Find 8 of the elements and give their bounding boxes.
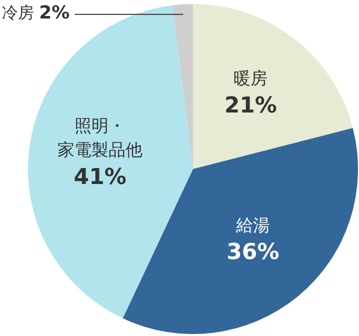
- data-label: 2%: [39, 2, 70, 24]
- data-label: 41%: [74, 165, 126, 190]
- data-label: 36%: [226, 240, 280, 266]
- data-label: 21%: [224, 93, 277, 118]
- slice-label: 冷房: [2, 3, 34, 22]
- slice-label: 給湯: [234, 216, 270, 236]
- slice-label: 照明・家電製品他: [58, 116, 143, 161]
- slice-label: 暖房: [234, 69, 268, 90]
